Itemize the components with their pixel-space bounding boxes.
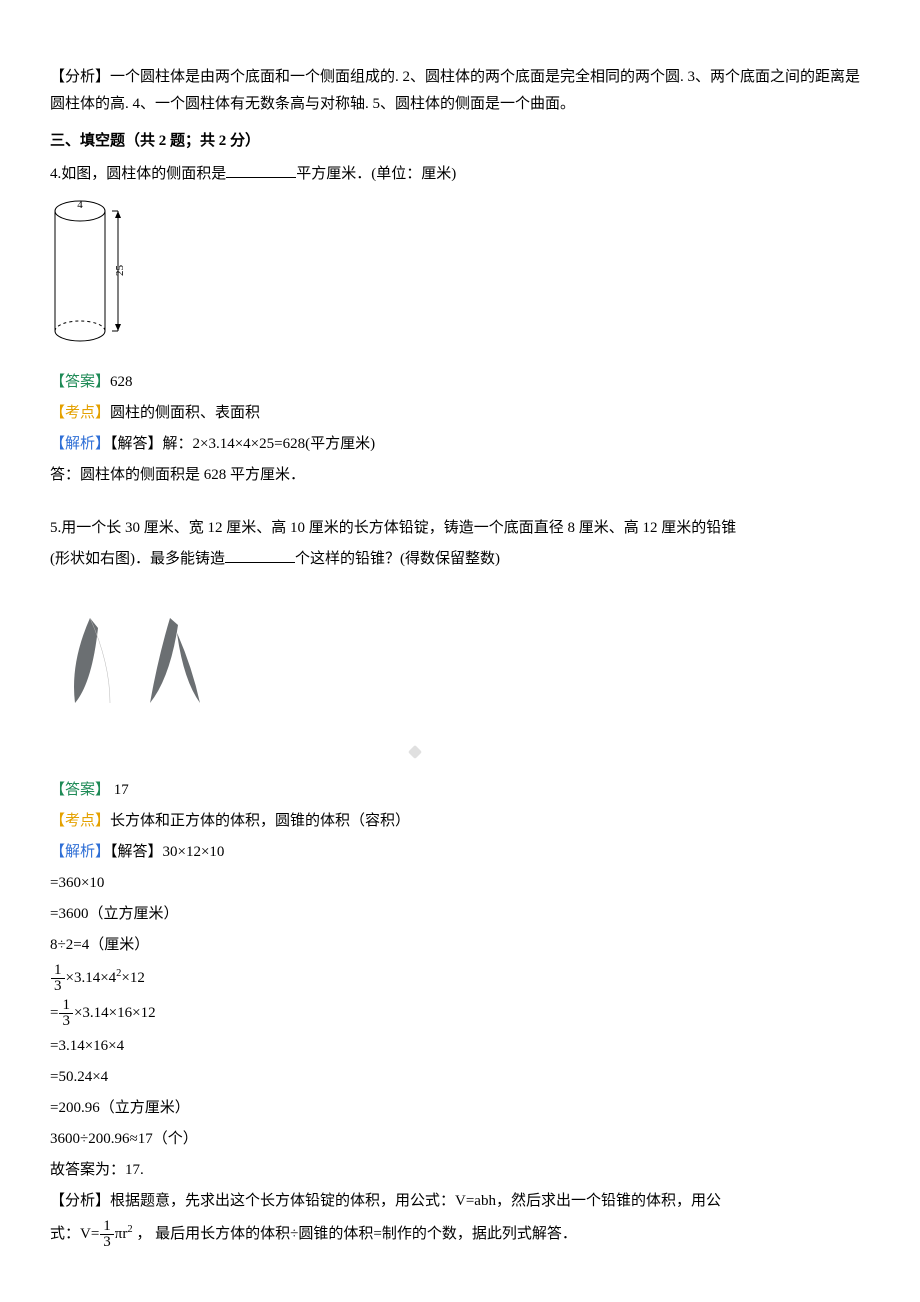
q5-calc-b2: =200.96（立方厘米） — [50, 1095, 870, 1122]
q5-frac-line1: 1 3 ×3.14×42×12 — [50, 963, 870, 994]
q4-point-line: 【考点】圆柱的侧面积、表面积 — [50, 400, 870, 427]
q5-calc-b3: 3600÷200.96≈17（个） — [50, 1126, 870, 1153]
q5-calc-a0: =360×10 — [50, 870, 870, 897]
q5-analysis-label: 【解析】 — [50, 844, 110, 860]
fraction-1-3-b: 1 3 — [59, 998, 73, 1029]
q5-final2-post: πr — [115, 1226, 128, 1242]
page-container: 【分析】一个圆柱体是由两个底面和一个侧面组成的. 2、圆柱体的两个底面是完全相同… — [0, 0, 920, 1294]
q5-answer-label: 【答案】 — [50, 782, 110, 798]
frac-num: 1 — [51, 963, 65, 979]
q5-calc-a2: 8÷2=4（厘米） — [50, 932, 870, 959]
q3-analysis: 【分析】一个圆柱体是由两个底面和一个侧面组成的. 2、圆柱体的两个底面是完全相同… — [50, 64, 870, 118]
fraction-1-3-c: 1 3 — [100, 1219, 114, 1250]
svg-text:4: 4 — [77, 199, 83, 211]
q5-point-label: 【考点】 — [50, 813, 110, 829]
q4-figure: 4 25 — [50, 196, 870, 361]
q4-point-label: 【考点】 — [50, 405, 110, 421]
q4-analysis-label: 【解析】 — [50, 436, 110, 452]
q4-point-value: 圆柱的侧面积、表面积 — [110, 405, 260, 421]
q5-stem-line1: 5.用一个长 30 厘米、宽 12 厘米、高 10 厘米的长方体铅锭，铸造一个底… — [50, 515, 870, 542]
q4-stem-post: 平方厘米．(单位：厘米) — [296, 166, 456, 182]
frac-den: 3 — [51, 979, 65, 994]
q5-calc-a1: =3600（立方厘米） — [50, 901, 870, 928]
q5-blank — [225, 547, 295, 563]
q5-final-analysis-1: 【分析】根据题意，先求出这个长方体铅锭的体积，用公式：V=abh，然后求出一个铅… — [50, 1188, 870, 1215]
q4-analysis-ans-text: 答：圆柱体的侧面积是 628 平方厘米． — [50, 467, 305, 483]
section3-heading: 三、填空题（共 2 题；共 2 分） — [50, 128, 870, 155]
q4-answer-line: 【答案】628 — [50, 369, 870, 396]
q5-answer-value: 17 — [110, 782, 129, 798]
q5-point-line: 【考点】长方体和正方体的体积，圆锥的体积（容积） — [50, 808, 870, 835]
frac-den-c: 3 — [100, 1235, 114, 1250]
spacer-1 — [50, 493, 870, 511]
frac-den-b: 3 — [59, 1014, 73, 1029]
q5-stem-line1-text: 5.用一个长 30 厘米、宽 12 厘米、高 10 厘米的长方体铅锭，铸造一个底… — [50, 520, 736, 536]
cone-icon — [50, 603, 240, 723]
q5-frac2-pre: = — [50, 1005, 58, 1021]
q5-frac-line2: = 1 3 ×3.14×16×12 — [50, 998, 870, 1029]
frac-num-b: 1 — [59, 998, 73, 1014]
frac-num-c: 1 — [100, 1219, 114, 1235]
q4-analysis-line: 【解析】【解答】解：2×3.14×4×25=628(平方厘米) — [50, 431, 870, 458]
q5-point-value: 长方体和正方体的体积，圆锥的体积（容积） — [110, 813, 410, 829]
q5-final2-pre: 式：V= — [50, 1226, 99, 1242]
spacer-2 — [50, 753, 870, 773]
q5-calc-b0: =3.14×16×4 — [50, 1033, 870, 1060]
q4-answer-label: 【答案】 — [50, 374, 110, 390]
q5-calc-b1: =50.24×4 — [50, 1064, 870, 1091]
q5-stem-line2: (形状如右图)．最多能铸造 个这样的铅锥？(得数保留整数) — [50, 546, 870, 573]
q5-answer-line: 【答案】 17 — [50, 777, 870, 804]
q5-stem-line2-pre: (形状如右图)．最多能铸造 — [50, 551, 225, 567]
q5-frac2-tail: ×3.14×16×12 — [74, 1005, 156, 1021]
q5-final2-tail: ， 最后用长方体的体积÷圆锥的体积=制作的个数，据此列式解答． — [133, 1226, 577, 1242]
q5-stem-line2-post: 个这样的铅锥？(得数保留整数) — [295, 551, 500, 567]
q5-analysis-line: 【解析】【解答】30×12×10 — [50, 839, 870, 866]
q5-frac1-tail2: ×12 — [121, 970, 144, 986]
q4-stem-pre: 4.如图，圆柱体的侧面积是 — [50, 166, 226, 182]
q5-calc-b4: 故答案为：17. — [50, 1157, 870, 1184]
q3-analysis-text: 【分析】一个圆柱体是由两个底面和一个侧面组成的. 2、圆柱体的两个底面是完全相同… — [50, 69, 860, 112]
q5-frac1-tail: ×3.14×4 — [66, 970, 117, 986]
svg-text:25: 25 — [114, 265, 126, 277]
q5-analysis-head: 【解答】30×12×10 — [110, 844, 224, 860]
q5-figure — [50, 603, 870, 733]
q4-answer-value: 628 — [110, 374, 133, 390]
q5-final-analysis-2: 式：V= 1 3 πr2 ， 最后用长方体的体积÷圆锥的体积=制作的个数，据此列… — [50, 1219, 870, 1250]
q4-analysis-head: 【解答】解：2×3.14×4×25=628(平方厘米) — [110, 436, 375, 452]
q4-stem: 4.如图，圆柱体的侧面积是 平方厘米．(单位：厘米) — [50, 161, 870, 188]
cylinder-icon: 4 25 — [50, 196, 140, 351]
fraction-1-3-a: 1 3 — [51, 963, 65, 994]
q5-final-pre: 【分析】根据题意，先求出这个长方体铅锭的体积，用公式：V=abh，然后求出一个铅… — [50, 1193, 721, 1209]
q4-analysis-ans: 答：圆柱体的侧面积是 628 平方厘米． — [50, 462, 870, 489]
q4-blank — [226, 162, 296, 178]
